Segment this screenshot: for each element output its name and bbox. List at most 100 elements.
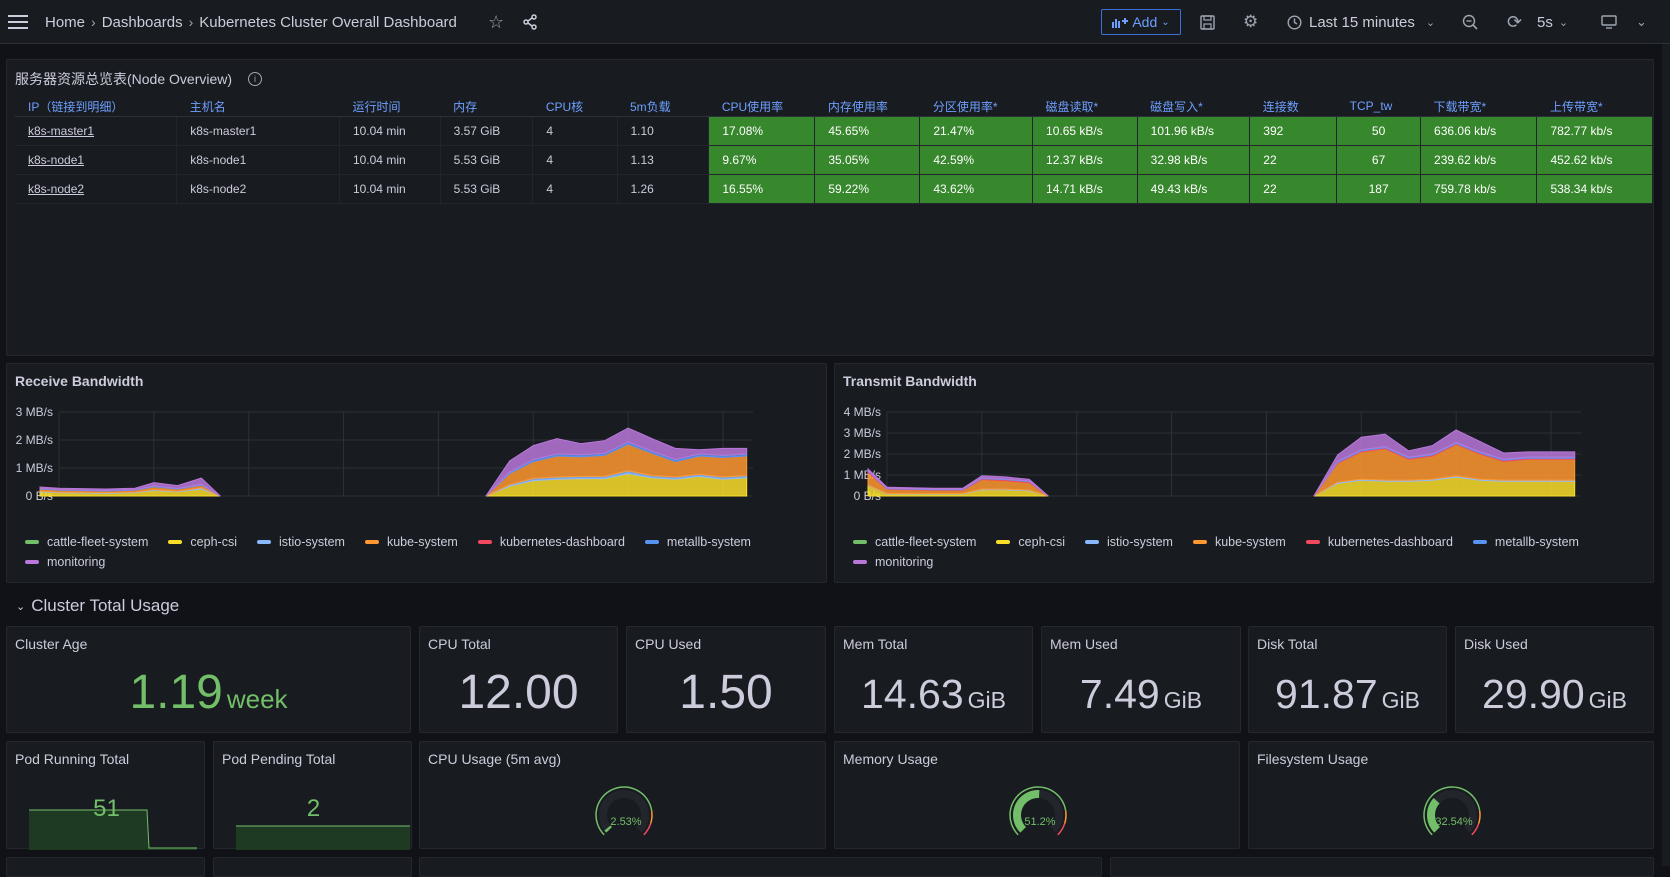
table-cell: 187: [1336, 174, 1422, 204]
legend-item[interactable]: kubernetes-dashboard: [1305, 535, 1453, 549]
column-header[interactable]: CPU核: [532, 96, 617, 117]
column-header[interactable]: 连接数: [1249, 96, 1337, 117]
table-cell: 4: [532, 116, 618, 146]
x-tick-label: 18:46: [1441, 500, 1471, 502]
gauge-fill: [604, 825, 613, 833]
time-range-picker[interactable]: Last 15 minutes ⌄: [1287, 0, 1435, 44]
column-header[interactable]: TCP_tw: [1336, 96, 1421, 117]
x-tick-label: 18:48: [708, 500, 738, 502]
stat-value-wrap: 12.00: [420, 665, 617, 720]
column-header[interactable]: 运行时间: [339, 96, 441, 117]
column-header[interactable]: 上传带宽*: [1536, 96, 1653, 117]
add-button-label: Add: [1132, 14, 1158, 30]
x-tick-label: 18:36: [967, 500, 997, 502]
row-collapse-toggle[interactable]: ⌄ Cluster Total Usage: [16, 596, 179, 616]
stat-value-wrap: 1.50: [627, 665, 825, 720]
column-header[interactable]: 主机名: [176, 96, 340, 117]
legend-label: istio-system: [1106, 535, 1173, 549]
node-overview-panel: 服务器资源总览表(Node Overview) i IP（链接到明细） 主机名 …: [6, 59, 1654, 356]
legend-swatch: [1305, 540, 1320, 544]
table-cell: 9.67%: [708, 145, 816, 175]
stat-panel-pod-pending: Pod Pending Total 2: [213, 741, 412, 850]
column-header[interactable]: 内存: [440, 96, 533, 117]
info-icon[interactable]: i: [248, 72, 263, 86]
legend-label: ceph-csi: [190, 535, 237, 549]
column-header[interactable]: 内存使用率: [814, 96, 920, 117]
table-cell: 5.53 GiB: [440, 174, 534, 204]
node-ip-link[interactable]: k8s-node2: [15, 174, 178, 204]
zoom-out-icon[interactable]: [1462, 0, 1478, 44]
legend-item[interactable]: kube-system: [1192, 535, 1286, 549]
stat-unit: week: [226, 684, 288, 714]
legend-label: cattle-fleet-system: [47, 535, 149, 549]
column-header[interactable]: 磁盘写入*: [1137, 96, 1250, 117]
legend-swatch: [1192, 540, 1207, 544]
panel-title: CPU Usage (5m avg): [428, 751, 562, 767]
gauge-threshold-red: [1471, 823, 1480, 836]
chevron-down-icon[interactable]: ⌄: [1636, 14, 1647, 29]
legend-item[interactable]: metallb-system: [1472, 535, 1579, 549]
legend-item[interactable]: istio-system: [1084, 535, 1173, 549]
node-overview-table: IP（链接到明细） 主机名 运行时间 内存 CPU核 5m负载 CPU使用率 内…: [15, 96, 1653, 204]
legend-item[interactable]: cattle-fleet-system: [25, 535, 148, 549]
table-cell: 67: [1336, 145, 1422, 175]
node-ip-link[interactable]: k8s-master1: [15, 116, 178, 146]
scrollbar[interactable]: [1662, 44, 1670, 866]
legend-label: kubernetes-dashboard: [499, 535, 625, 549]
table-cell: 22: [1249, 174, 1338, 204]
stat-panel-disk-total: Disk Total 91.87 GiB: [1248, 626, 1447, 733]
table-cell: 538.34 kb/s: [1536, 174, 1653, 204]
breadcrumb-home[interactable]: Home: [45, 13, 86, 31]
breadcrumb-dashboards[interactable]: Dashboards: [101, 13, 183, 31]
legend-item[interactable]: kube-system: [364, 535, 458, 549]
legend-label: monitoring: [47, 555, 106, 569]
gauge-fill: [1013, 790, 1040, 833]
refresh-interval-picker[interactable]: 5s ⌄: [1537, 0, 1568, 44]
node-ip-link[interactable]: k8s-node1: [15, 145, 178, 175]
column-header[interactable]: 5m负载: [617, 96, 709, 117]
receive-legend: cattle-fleet-system ceph-csi istio-system k…: [25, 535, 825, 569]
refresh-interval-label: 5s: [1537, 13, 1553, 31]
table-cell: 4: [532, 174, 618, 204]
legend-item[interactable]: monitoring: [853, 555, 933, 569]
star-icon[interactable]: ☆: [488, 11, 505, 32]
stat-value: 1.50: [679, 666, 773, 719]
y-tick-label: 2 MB/s: [844, 447, 881, 461]
table-cell: 759.78 kb/s: [1420, 174, 1538, 204]
receive-bandwidth-chart[interactable]: 3 MB/s2 MB/s1 MB/s0 B/s18:3418:3618:3818…: [7, 402, 828, 502]
menu-icon[interactable]: [8, 0, 28, 44]
section-title: Cluster Total Usage: [31, 596, 180, 615]
column-header[interactable]: IP（链接到明细）: [15, 96, 177, 117]
transmit-bandwidth-panel: Transmit Bandwidth 4 MB/s 3 MB/s 2 MB/s 1 M…: [834, 363, 1654, 583]
gauge-track: [599, 790, 649, 833]
legend-label: kubernetes-dashboard: [1327, 535, 1453, 549]
legend-item[interactable]: kubernetes-dashboard: [477, 535, 625, 549]
partial-panel: [6, 857, 205, 877]
column-header[interactable]: 下载带宽*: [1420, 96, 1537, 117]
gauge-threshold-orange: [649, 810, 653, 824]
column-header[interactable]: CPU使用率: [708, 96, 815, 117]
x-tick-label: 18:44: [1346, 500, 1376, 502]
table-cell: 14.71 kB/s: [1032, 174, 1138, 204]
refresh-icon[interactable]: ⟳: [1507, 11, 1523, 32]
panel-title: Memory Usage: [843, 751, 938, 767]
gear-icon[interactable]: ⚙: [1243, 12, 1259, 31]
column-header[interactable]: 分区使用率*: [919, 96, 1033, 117]
share-icon[interactable]: [522, 0, 538, 44]
stat-value: 1.19: [129, 666, 223, 719]
legend-item[interactable]: istio-system: [256, 535, 345, 549]
legend-item[interactable]: ceph-csi: [996, 535, 1065, 549]
panel-title: 服务器资源总览表(Node Overview): [15, 71, 233, 87]
legend-item[interactable]: metallb-system: [644, 535, 751, 549]
gauge-value: 32.54%: [1435, 816, 1473, 828]
legend-item[interactable]: monitoring: [25, 555, 105, 569]
save-icon[interactable]: [1200, 0, 1215, 44]
tv-icon[interactable]: [1601, 0, 1617, 44]
legend-item[interactable]: ceph-csi: [168, 535, 237, 549]
legend-item[interactable]: cattle-fleet-system: [853, 535, 976, 549]
partial-panel: [213, 857, 412, 877]
transmit-bandwidth-chart[interactable]: 4 MB/s3 MB/s2 MB/s1 MB/s0 B/s18:3418:361…: [835, 402, 1655, 502]
column-header[interactable]: 磁盘读取*: [1032, 96, 1138, 117]
legend-swatch: [256, 540, 271, 544]
add-button[interactable]: Add ⌄: [1101, 9, 1181, 35]
